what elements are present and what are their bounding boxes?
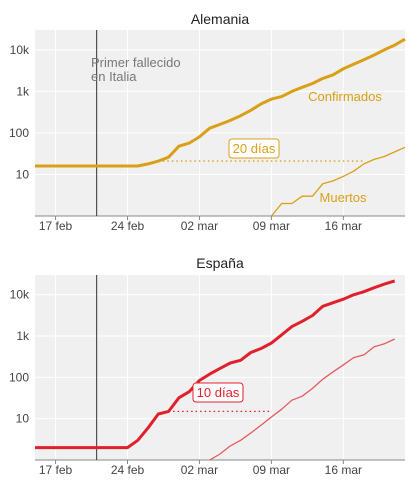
x-tick-label: 02 mar <box>181 219 218 233</box>
y-tick-label: 1k <box>16 84 30 98</box>
y-tick-label: 10k <box>10 288 30 302</box>
lag-label-box <box>228 138 280 159</box>
series-label-muertos: Muertos <box>320 190 367 205</box>
x-tick-label: 17 feb <box>39 219 73 233</box>
y-tick-label: 100 <box>9 126 29 140</box>
x-tick-label: 16 mar <box>325 219 362 233</box>
y-tick-label: 10 <box>16 412 30 426</box>
series-line-confirmados <box>35 279 396 450</box>
x-tick-label: 09 mar <box>253 219 290 233</box>
event-label: Primer fallecido <box>91 55 181 70</box>
x-tick-label: 24 feb <box>111 219 145 233</box>
series-line-confirmados <box>35 37 406 168</box>
x-tick-label: 24 feb <box>111 463 145 477</box>
x-tick-label: 16 mar <box>325 463 362 477</box>
x-tick-label: 02 mar <box>181 463 218 477</box>
y-tick-label: 100 <box>9 370 29 384</box>
series-line-muertos <box>270 146 406 216</box>
lag-label: 10 días <box>197 385 240 400</box>
chart-title: Alemania <box>191 11 250 27</box>
chart-title: España <box>196 255 244 271</box>
y-tick-label: 1k <box>16 329 30 343</box>
y-tick-label: 10k <box>10 43 30 57</box>
chart-panel-alemania: Alemania 10 100 1k 10k 17 feb 24 feb 02 mar 09 m… <box>9 11 406 233</box>
chart-panel-espana: España 10 100 1k 10k 17 feb 24 feb 02 mar 09 mar… <box>9 255 405 477</box>
x-tick-label: 17 feb <box>39 463 73 477</box>
series-label-confirmados: Confirmados <box>308 89 382 104</box>
x-tick-label: 09 mar <box>253 463 290 477</box>
lag-label: 20 días <box>233 141 276 156</box>
series-line-muertos <box>209 338 395 460</box>
y-tick-label: 10 <box>16 167 30 181</box>
lag-label-box <box>192 382 244 403</box>
event-label: en Italia <box>91 69 137 84</box>
